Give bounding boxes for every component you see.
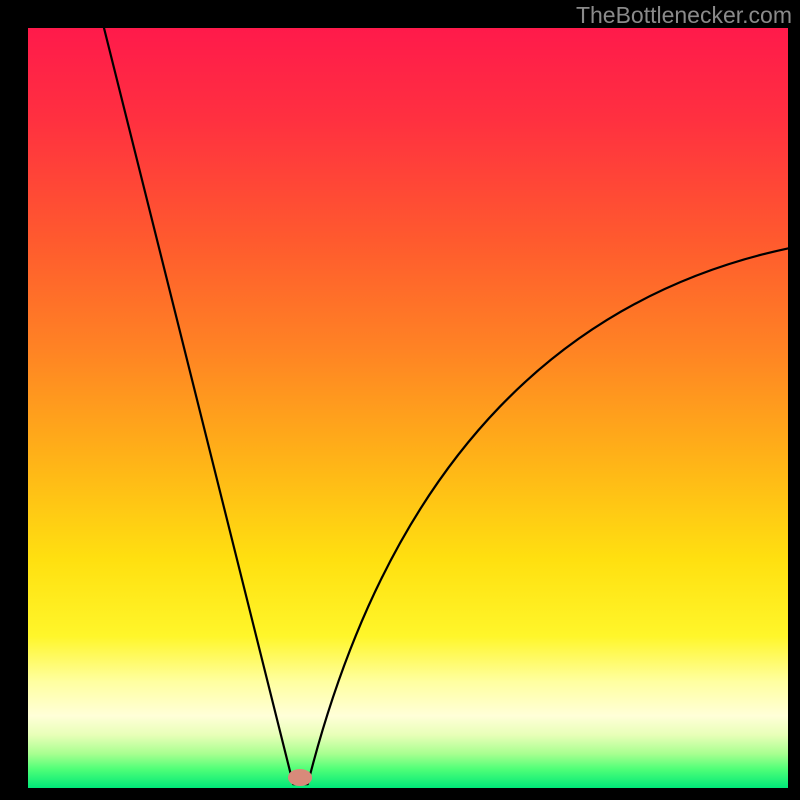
watermark-text: TheBottlenecker.com (576, 2, 792, 29)
bottleneck-curve (0, 0, 800, 800)
curve-path (104, 28, 788, 784)
chart-frame: TheBottlenecker.com (0, 0, 800, 800)
optimum-marker (288, 769, 312, 786)
